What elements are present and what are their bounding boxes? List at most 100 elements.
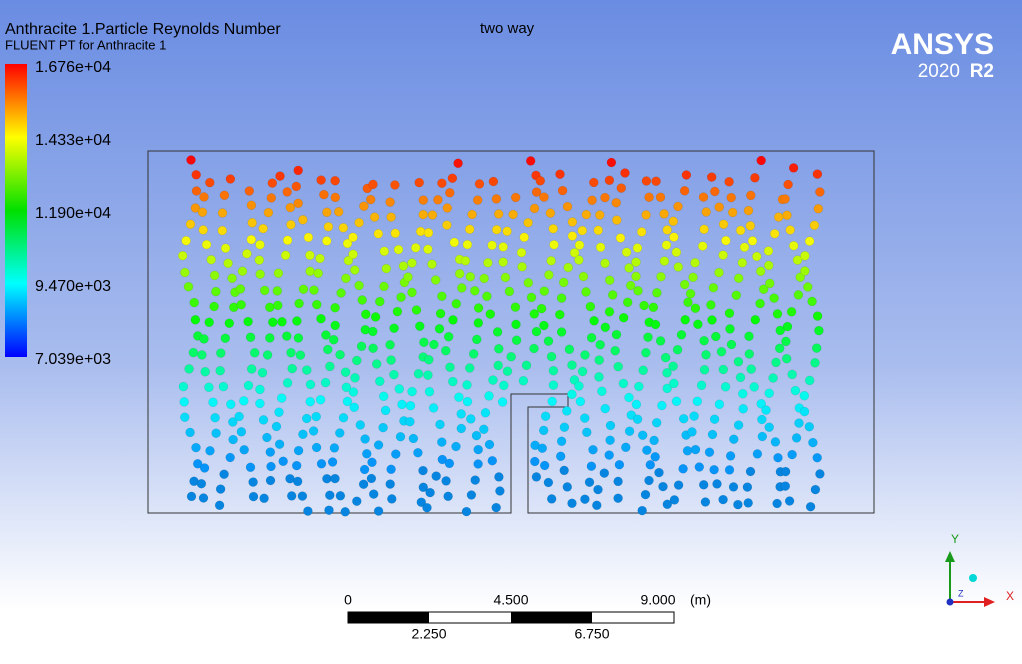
particle xyxy=(544,270,554,280)
logo-year: 2020 xyxy=(918,61,960,82)
particle xyxy=(662,383,672,394)
particle xyxy=(786,307,797,317)
particle xyxy=(752,251,762,262)
particle xyxy=(743,205,754,216)
particle xyxy=(407,287,417,298)
particle xyxy=(599,468,610,478)
particle xyxy=(698,192,709,202)
legend-labels: 1.676e+04 1.433e+04 1.190e+04 9.470e+03 7.03… xyxy=(35,59,111,368)
particle xyxy=(484,391,494,401)
particle xyxy=(649,435,659,446)
particle xyxy=(474,179,485,189)
particle xyxy=(750,173,760,183)
particle xyxy=(700,497,711,507)
particle xyxy=(757,414,767,425)
particle xyxy=(237,266,248,276)
particle xyxy=(724,465,735,475)
particle xyxy=(508,209,518,220)
particle xyxy=(782,210,792,221)
particle xyxy=(679,186,690,196)
particle xyxy=(690,444,701,455)
particle xyxy=(594,355,604,365)
particle xyxy=(198,493,209,503)
particle xyxy=(771,357,781,368)
particle xyxy=(293,198,303,209)
particle xyxy=(756,155,766,166)
particle xyxy=(523,278,534,288)
particle xyxy=(398,261,409,271)
particle xyxy=(549,239,559,250)
particle xyxy=(610,345,620,356)
particle xyxy=(529,203,540,214)
x-axis-label: X xyxy=(1006,589,1014,603)
particle xyxy=(210,412,220,423)
particle xyxy=(298,429,308,440)
particle xyxy=(654,467,664,478)
particle xyxy=(257,367,268,378)
particle xyxy=(493,209,504,219)
particle xyxy=(692,396,703,407)
particle xyxy=(287,363,297,374)
particle xyxy=(673,262,684,272)
particle xyxy=(671,247,682,257)
particle xyxy=(569,247,580,258)
particle xyxy=(712,479,722,489)
particle xyxy=(651,176,661,186)
particle xyxy=(557,185,568,196)
particle xyxy=(313,268,323,279)
particle xyxy=(564,344,575,355)
particle xyxy=(282,235,293,246)
particle xyxy=(611,329,622,340)
particle xyxy=(327,457,338,467)
particle xyxy=(788,163,799,173)
particle xyxy=(614,459,625,470)
particle xyxy=(305,396,315,407)
particle xyxy=(322,236,332,246)
particle xyxy=(265,475,276,486)
particle xyxy=(282,187,292,197)
particle xyxy=(466,490,477,500)
particle xyxy=(385,340,395,350)
particle xyxy=(655,192,666,202)
particle xyxy=(356,341,367,352)
particle xyxy=(769,293,779,303)
particle xyxy=(443,331,454,342)
particle xyxy=(589,177,599,188)
particle xyxy=(280,250,291,261)
particle xyxy=(451,299,462,309)
particle xyxy=(425,487,435,498)
particle xyxy=(393,244,404,255)
particle xyxy=(472,334,482,345)
particle xyxy=(211,286,221,297)
particle xyxy=(739,242,750,252)
particle xyxy=(278,456,288,467)
particle xyxy=(379,246,390,257)
particle xyxy=(809,220,820,231)
particle xyxy=(529,309,540,319)
particle xyxy=(656,271,666,282)
particle xyxy=(435,308,446,319)
particle xyxy=(745,221,756,231)
particle xyxy=(424,386,435,397)
particle xyxy=(255,398,265,409)
particle xyxy=(709,464,719,475)
particle xyxy=(248,477,258,487)
particle xyxy=(752,449,763,459)
particle xyxy=(749,382,759,392)
particle xyxy=(215,365,225,376)
particle xyxy=(471,430,482,441)
particle xyxy=(282,331,292,341)
particle xyxy=(539,320,549,331)
particle xyxy=(555,309,565,320)
particle xyxy=(710,186,720,197)
particle xyxy=(205,446,215,456)
particle xyxy=(236,427,247,437)
particle xyxy=(183,281,194,292)
particle xyxy=(526,292,537,303)
particle xyxy=(720,382,731,392)
particle xyxy=(315,253,325,264)
particle xyxy=(812,452,822,463)
particle xyxy=(812,169,823,179)
particle xyxy=(391,449,401,459)
particle xyxy=(788,240,799,251)
